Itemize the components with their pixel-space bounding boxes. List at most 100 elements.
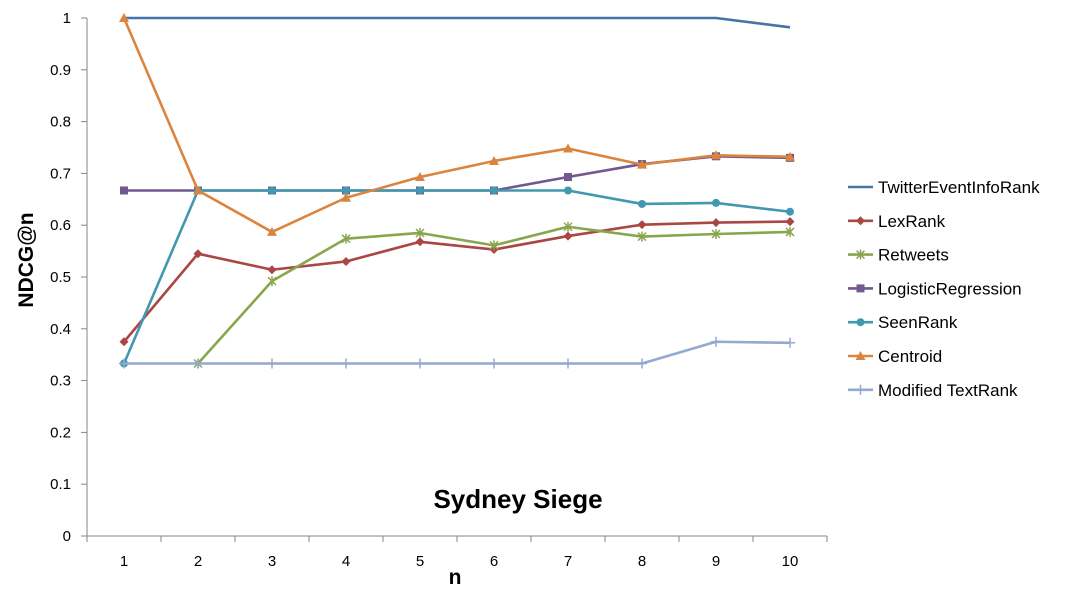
x-tick-label: 6 xyxy=(490,553,498,570)
retweets-marker xyxy=(711,229,721,240)
y-tick-label: 0.3 xyxy=(50,373,71,390)
y-axis-title: NDCG@n xyxy=(15,212,38,307)
y-tick-label: 0.2 xyxy=(50,424,71,441)
x-tick-label: 10 xyxy=(782,553,799,570)
centroid-marker xyxy=(415,172,425,182)
chart-title: Sydney Siege xyxy=(433,484,602,514)
lexrank-marker xyxy=(711,218,721,228)
x-tick-label: 9 xyxy=(712,553,720,570)
legend-label: Retweets xyxy=(878,246,949,265)
centroid-line xyxy=(122,17,791,234)
retweets-marker xyxy=(341,233,351,244)
legend-centroid-marker xyxy=(855,351,866,360)
modified-textrank-marker xyxy=(193,358,203,369)
legend-item-twittereventinforank: TwitterEventInfoRank xyxy=(848,178,1040,197)
x-tick-label: 2 xyxy=(194,553,202,570)
y-tick-label: 0.8 xyxy=(50,114,71,131)
legend-seenrank-marker xyxy=(856,318,865,327)
lexrank-marker xyxy=(785,217,795,227)
seenrank-marker xyxy=(490,186,498,195)
modified-textrank-marker xyxy=(489,358,499,369)
lexrank-marker xyxy=(267,265,277,275)
centroid-marker xyxy=(711,150,721,160)
legend-logisticregression-marker xyxy=(856,284,865,293)
x-axis-title: n xyxy=(449,566,462,589)
retweets-marker xyxy=(489,240,499,251)
series-twittereventinforank xyxy=(124,16,791,29)
lexrank-marker xyxy=(563,231,573,241)
legend-label: TwitterEventInfoRank xyxy=(878,178,1040,197)
centroid-marker xyxy=(341,192,351,202)
legend-item-seenrank: SeenRank xyxy=(848,313,958,332)
legend-retweets-marker xyxy=(855,249,866,260)
axes: 0 0.1 0.2 0.3 0.4 0.5 0.6 0.7 0.8 0.9 1 1 2 3 4 5 6 7 8 9 10 xyxy=(50,10,828,570)
logisticregression-marker xyxy=(120,186,128,195)
modified-textrank-marker xyxy=(785,337,795,348)
centroid-marker xyxy=(785,151,795,161)
twittereventinforank-line xyxy=(124,16,791,29)
series-centroid xyxy=(119,13,795,236)
lexrank-marker xyxy=(119,337,129,347)
modified-textrank-marker xyxy=(267,358,277,369)
y-tick-label: 0.7 xyxy=(50,165,71,182)
seenrank-marker xyxy=(712,198,720,207)
y-tick-label: 1 xyxy=(63,10,71,27)
retweets-marker xyxy=(785,226,795,237)
retweets-marker xyxy=(563,221,573,232)
legend-label: SeenRank xyxy=(878,313,958,332)
legend-item-lexrank: LexRank xyxy=(848,212,946,231)
series-modified-textrank xyxy=(119,336,795,369)
centroid-marker xyxy=(489,155,499,165)
modified-textrank-marker xyxy=(711,336,721,347)
retweets-marker xyxy=(415,227,425,238)
lexrank-marker xyxy=(193,249,203,259)
seenrank-marker xyxy=(342,186,350,195)
legend-item-retweets: Retweets xyxy=(848,246,949,265)
legend-item-modified-textrank: Modified TextRank xyxy=(848,381,1018,400)
seenrank-marker xyxy=(268,186,276,195)
centroid-marker xyxy=(637,159,647,169)
modified-textrank-marker xyxy=(563,358,573,369)
legend-item-centroid: Centroid xyxy=(848,347,942,366)
x-tick-label: 7 xyxy=(564,553,572,570)
lexrank-marker xyxy=(415,237,425,247)
modified-textrank-line xyxy=(124,340,791,365)
legend-modified-textrank-marker xyxy=(855,384,866,395)
legend: TwitterEventInfoRank LexRank Retweets Logis… xyxy=(848,178,1040,400)
seenrank-marker xyxy=(786,207,794,216)
logisticregression-line xyxy=(124,155,791,192)
y-tick-label: 0.1 xyxy=(50,476,71,493)
y-tick-label: 0.6 xyxy=(50,217,71,234)
modified-textrank-marker xyxy=(637,358,647,369)
retweets-marker xyxy=(267,276,277,287)
lexrank-marker xyxy=(341,256,351,266)
x-tick-label: 1 xyxy=(120,553,128,570)
y-tick-label: 0.9 xyxy=(50,62,71,79)
legend-label: Centroid xyxy=(878,347,942,366)
modified-textrank-marker xyxy=(119,358,129,369)
legend-label: Modified TextRank xyxy=(878,381,1018,400)
lexrank-marker xyxy=(637,220,647,230)
legend-label: LogisticRegression xyxy=(878,279,1022,298)
series-retweets xyxy=(193,221,795,369)
series-lines xyxy=(119,13,795,369)
centroid-marker xyxy=(193,185,203,195)
y-tick-label: 0.5 xyxy=(50,269,71,286)
series-lexrank xyxy=(119,217,795,347)
retweets-marker xyxy=(637,231,647,242)
x-tick-label: 4 xyxy=(342,553,350,570)
centroid-marker xyxy=(267,226,277,236)
centroid-marker xyxy=(563,143,573,153)
x-tick-label: 8 xyxy=(638,553,646,570)
y-tick-label: 0.4 xyxy=(50,321,71,338)
seenrank-marker xyxy=(638,199,646,208)
seenrank-marker xyxy=(416,186,424,195)
legend-item-logisticregression: LogisticRegression xyxy=(848,279,1022,298)
modified-textrank-marker xyxy=(341,358,351,369)
y-tick-label: 0 xyxy=(63,528,71,545)
legend-label: LexRank xyxy=(878,212,946,231)
logisticregression-marker xyxy=(564,173,572,182)
series-seenrank xyxy=(120,186,794,368)
x-tick-label: 3 xyxy=(268,553,276,570)
